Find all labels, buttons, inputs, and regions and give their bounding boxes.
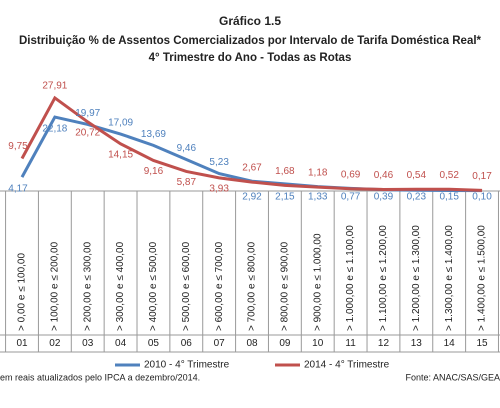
data-label: 0,52 <box>439 170 459 181</box>
data-label: 13,69 <box>141 129 166 140</box>
category-code: 08 <box>246 338 258 349</box>
footnote: em reais atualizados pelo IPCA a dezembr… <box>0 372 200 382</box>
data-label: 0,15 <box>439 192 459 203</box>
chart-title: Gráfico 1.5 <box>219 14 281 28</box>
x-tick-label: > 700,00 e ≤ 800,00 <box>247 241 258 331</box>
data-label: 0,54 <box>407 170 427 181</box>
x-tick-label: > 300,00 e ≤ 400,00 <box>115 241 126 331</box>
chart-subtitle: Distribuição % de Assentos Comercializad… <box>19 35 482 47</box>
source: Fonte: ANAC/SAS/GEA <box>405 372 500 382</box>
category-code: 13 <box>411 338 423 349</box>
x-tick-label: > 200,00 e ≤ 300,00 <box>82 241 93 331</box>
x-tick-label: > 1.300,00 e ≤ 1.400,00 <box>444 225 455 331</box>
category-code: 05 <box>148 338 160 349</box>
category-code: 12 <box>378 338 390 349</box>
data-label: 27,91 <box>42 81 67 92</box>
x-tick-label: > 400,00 e ≤ 500,00 <box>148 241 159 331</box>
category-code: 15 <box>476 338 488 349</box>
x-tick-label: > 800,00 e ≤ 900,00 <box>280 241 291 331</box>
data-label: 0,77 <box>341 192 361 203</box>
data-label: 0,39 <box>374 192 394 203</box>
data-label: 5,87 <box>177 177 197 188</box>
data-label: 1,33 <box>308 192 328 203</box>
category-code: 10 <box>312 338 324 349</box>
data-label: 2,67 <box>242 163 262 174</box>
category-code: 14 <box>444 338 456 349</box>
data-label: 0,17 <box>472 171 492 182</box>
data-label: 20,72 <box>75 128 100 139</box>
x-tick-label: > 0,00 e ≤ 100,00 <box>17 253 28 331</box>
data-label: 19,97 <box>75 108 100 119</box>
category-code: 02 <box>49 338 61 349</box>
x-tick-label: > 900,00 e ≤ 1.000,00 <box>312 233 323 331</box>
data-label: 9,75 <box>8 141 28 152</box>
legend-label: 2014 - 4° Trimestre <box>304 360 390 371</box>
data-label: 3,93 <box>209 184 229 195</box>
data-label: 9,46 <box>177 143 197 154</box>
data-label: 4,17 <box>8 184 28 195</box>
data-label: 5,23 <box>209 157 229 168</box>
data-label: 0,69 <box>341 169 361 180</box>
x-tick-label: > 1.200,00 e ≤ 1.300,00 <box>411 225 422 331</box>
series-line <box>20 95 483 192</box>
x-tick-label: > 1.400,00 e ≤ 1.500,00 <box>477 225 488 331</box>
data-label: 0,23 <box>407 192 427 203</box>
data-label: 17,09 <box>108 118 133 129</box>
x-tick-label: > 500,00 e ≤ 600,00 <box>181 241 192 331</box>
data-label: 0,10 <box>472 192 492 203</box>
data-label: 14,15 <box>108 149 133 160</box>
legend-label: 2010 - 4° Trimestre <box>144 360 230 371</box>
data-label: 22,18 <box>42 124 67 135</box>
category-code: 09 <box>279 338 291 349</box>
data-label: 2,92 <box>242 192 262 203</box>
x-tick-label: > 100,00 e ≤ 200,00 <box>50 241 61 331</box>
category-code: 01 <box>16 338 28 349</box>
x-tick-label: > 1.100,00 e ≤ 1.200,00 <box>378 225 389 331</box>
data-label: 9,16 <box>144 166 164 177</box>
data-label: 1,18 <box>308 168 328 179</box>
x-tick-label: > 600,00 e ≤ 700,00 <box>214 241 225 331</box>
data-label: 2,15 <box>275 192 295 203</box>
data-label: 1,68 <box>275 166 295 177</box>
category-code: 03 <box>82 338 94 349</box>
x-tick-label: > 1.000,00 e ≤ 1.100,00 <box>345 225 356 331</box>
chart-subtitle: 4° Trimestre do Ano - Todas as Rotas <box>149 52 352 64</box>
category-code: 07 <box>214 338 226 349</box>
category-code: 06 <box>181 338 193 349</box>
category-code: 04 <box>115 338 127 349</box>
category-code: 11 <box>345 338 356 349</box>
data-label: 0,46 <box>374 170 394 181</box>
